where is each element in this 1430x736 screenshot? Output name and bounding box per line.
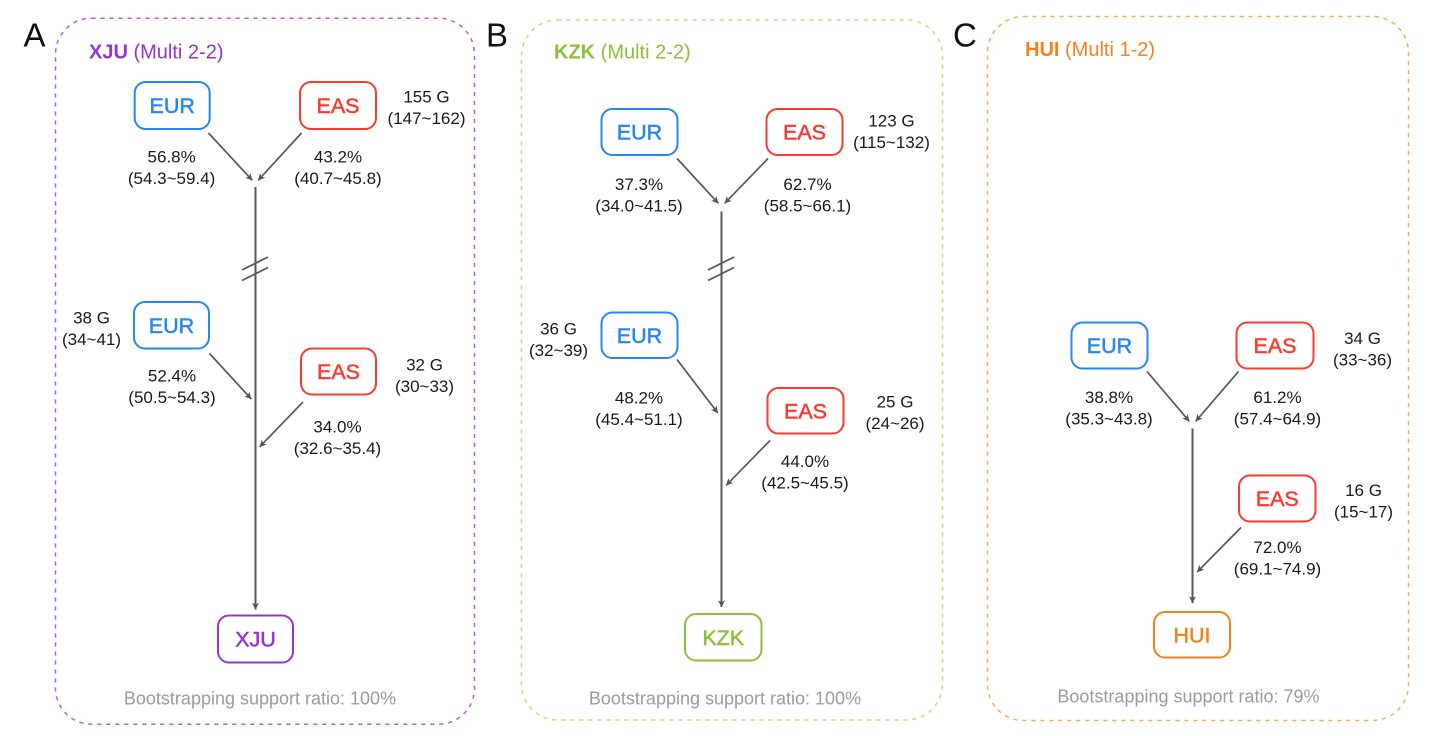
svg-text:(34.0~41.5): (34.0~41.5) [595,197,682,216]
svg-text:43.2%: 43.2% [314,147,362,166]
svg-text:(30~33): (30~33) [395,377,454,396]
svg-text:Bootstrapping support ratio: 1: Bootstrapping support ratio: 100% [124,689,396,709]
svg-text:(32.6~35.4): (32.6~35.4) [294,439,381,458]
svg-text:HUI (Multi 1-2): HUI (Multi 1-2) [1025,39,1155,61]
svg-text:(50.5~54.3): (50.5~54.3) [128,388,215,407]
svg-text:56.8%: 56.8% [147,147,195,166]
svg-text:(35.3~43.8): (35.3~43.8) [1065,410,1152,429]
svg-text:38.8%: 38.8% [1085,388,1133,407]
svg-text:44.0%: 44.0% [781,452,829,471]
svg-text:(32~39): (32~39) [529,341,588,360]
svg-text:38 G: 38 G [73,309,110,328]
svg-text:61.2%: 61.2% [1253,388,1301,407]
svg-text:(34~41): (34~41) [62,330,121,349]
svg-text:Bootstrapping support ratio: 7: Bootstrapping support ratio: 79% [1057,687,1319,707]
svg-text:A: A [24,17,46,54]
svg-text:(40.7~45.8): (40.7~45.8) [294,169,381,188]
svg-text:(147~162): (147~162) [388,109,466,128]
svg-text:16 G: 16 G [1345,481,1382,500]
svg-text:123 G: 123 G [868,112,914,131]
svg-text:(24~26): (24~26) [865,414,924,433]
svg-text:KZK: KZK [702,626,744,650]
svg-text:(57.4~64.9): (57.4~64.9) [1234,410,1321,429]
svg-text:34 G: 34 G [1344,329,1381,348]
svg-text:KZK (Multi 2-2): KZK (Multi 2-2) [554,42,691,64]
svg-text:XJU: XJU [235,628,276,652]
svg-text:52.4%: 52.4% [148,367,196,386]
svg-text:Bootstrapping support ratio: 1: Bootstrapping support ratio: 100% [589,689,861,709]
svg-text:HUI: HUI [1173,623,1210,647]
svg-text:25 G: 25 G [877,393,914,412]
svg-text:EAS: EAS [317,360,360,384]
svg-text:EAS: EAS [316,94,359,118]
svg-text:XJU (Multi 2-2): XJU (Multi 2-2) [89,42,223,64]
svg-text:EUR: EUR [617,121,662,145]
svg-text:EUR: EUR [617,324,662,348]
svg-text:155 G: 155 G [403,88,449,107]
svg-text:62.7%: 62.7% [783,175,831,194]
svg-text:C: C [953,17,977,54]
svg-text:(33~36): (33~36) [1333,351,1392,370]
svg-text:B: B [486,17,508,54]
svg-text:48.2%: 48.2% [615,389,663,408]
svg-text:EUR: EUR [1087,334,1132,358]
svg-text:(45.4~51.1): (45.4~51.1) [595,410,682,429]
svg-text:34.0%: 34.0% [313,418,361,437]
svg-text:EUR: EUR [149,314,194,338]
svg-text:(69.1~74.9): (69.1~74.9) [1234,560,1321,579]
svg-text:EAS: EAS [783,121,826,145]
svg-text:EUR: EUR [149,94,194,118]
svg-text:72.0%: 72.0% [1253,538,1301,557]
svg-text:(15~17): (15~17) [1334,503,1393,522]
svg-text:EAS: EAS [1253,334,1296,358]
svg-text:36 G: 36 G [540,320,577,339]
svg-text:(115~132): (115~132) [853,133,930,152]
svg-text:EAS: EAS [784,399,827,423]
svg-text:37.3%: 37.3% [615,175,663,194]
svg-text:32 G: 32 G [406,356,443,375]
svg-text:EAS: EAS [1256,487,1299,511]
svg-text:(58.5~66.1): (58.5~66.1) [764,197,851,216]
svg-text:(42.5~45.5): (42.5~45.5) [761,474,848,493]
svg-text:(54.3~59.4): (54.3~59.4) [128,169,215,188]
